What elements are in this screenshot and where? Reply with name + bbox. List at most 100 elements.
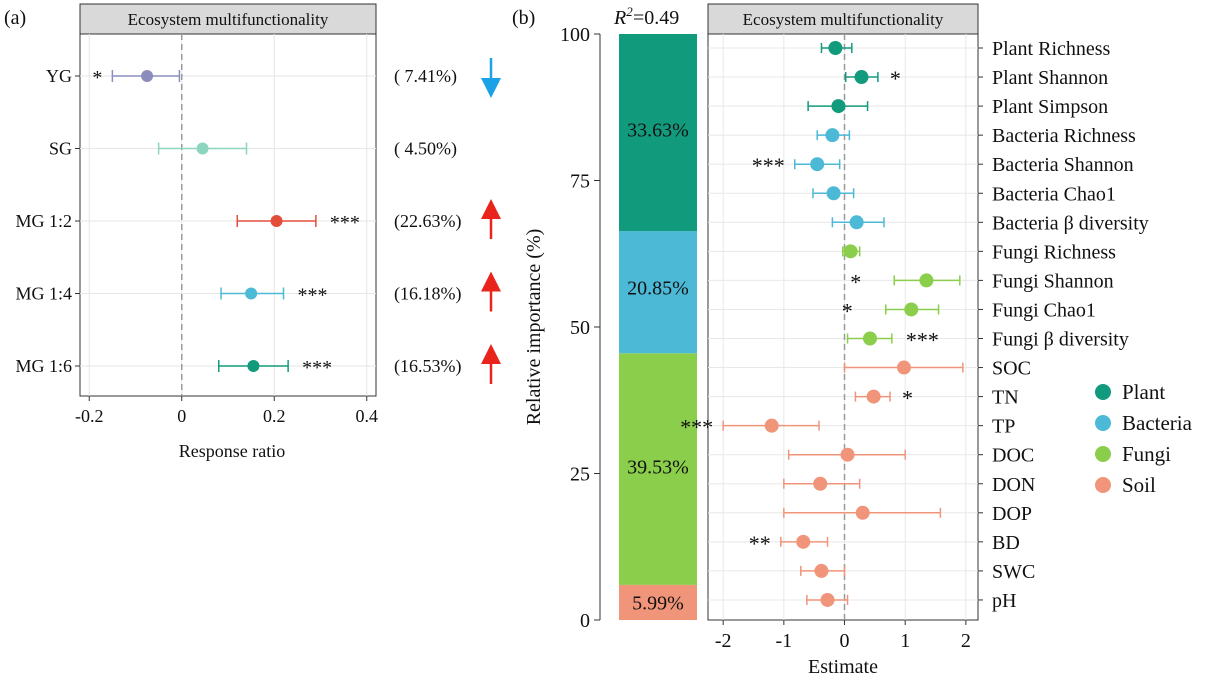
- panel-a-point-mg-1-4: [245, 287, 258, 300]
- panel-a-ytick-label-mg-1-2: MG 1:2: [15, 211, 72, 231]
- panel-a-ytick-label-sg: SG: [49, 139, 72, 159]
- bar-ytick-label: 50: [570, 317, 590, 339]
- legend-marker-fungi: [1095, 446, 1111, 462]
- legend-marker-plant: [1095, 384, 1111, 400]
- bar-ytick-label: 0: [580, 610, 590, 632]
- panel-b-point-bd: [796, 534, 811, 549]
- panel-b-point-dop: [855, 505, 870, 520]
- panel-b-point-tn: [866, 389, 881, 404]
- bar-segment-label: 39.53%: [627, 457, 689, 479]
- panel-b-point-fungi-shannon: [919, 273, 934, 288]
- panel-a-plot-area: [79, 33, 377, 397]
- bar-segment-label: 33.63%: [627, 119, 689, 141]
- panel-a-significance: ***: [298, 285, 328, 307]
- panel-b-point-bacteria-chao1: [826, 186, 841, 201]
- panel-a-strip-title: Ecosystem multifunctionality: [128, 10, 329, 29]
- panel-b-xtick-label: 2: [961, 630, 971, 652]
- bar-segment-bacteria: [619, 231, 697, 354]
- panel-b-point-plant-richness: [828, 41, 843, 55]
- panel-a-xtick-label: 0.2: [263, 406, 286, 426]
- panel-b-point-fungi-chao1: [904, 302, 919, 317]
- panel-b-marks: Plant Richness Plant Shannon * Plant Simpso…: [680, 38, 1149, 612]
- panel-b-point-plant-shannon: [854, 70, 869, 85]
- panel-a-ytick-label-mg-1-6: MG 1:6: [15, 356, 72, 376]
- panel-b-ytick-label-tp: TP: [992, 416, 1015, 438]
- panel-b-point-tp: [764, 418, 779, 433]
- panel-b-ytick-label-tn: TN: [992, 387, 1019, 409]
- panel-a-percent-label: (22.63%): [394, 211, 461, 232]
- panel-b-point-bacteria-diversity: [849, 215, 864, 230]
- panel-b-ytick-label-swc: SWC: [992, 561, 1035, 583]
- panel-b-ytick-label-plant-shannon: Plant Shannon: [992, 67, 1108, 89]
- panel-b-ytick-label-fungi-chao1: Fungi Chao1: [992, 299, 1096, 321]
- panel-b-significance: *: [850, 269, 861, 294]
- panel-b-ytick-label-bacteria-chao1: Bacteria Chao1: [992, 183, 1116, 205]
- panel-a-marks: YG * ( 7.41%) SG ( 4.50%) MG 1:2 *** (22.63%) MG…: [15, 58, 501, 384]
- panel-b-ytick-label-fungi-shannon: Fungi Shannon: [992, 270, 1114, 292]
- panel-b-ytick-label-plant-richness: Plant Richness: [992, 38, 1111, 60]
- panel-b-point-soc: [896, 360, 911, 375]
- panel-b-point-fungi-richness: [843, 244, 858, 259]
- r2-value: =0.49: [633, 7, 679, 29]
- panel-b-ytick-label-dop: DOP: [992, 503, 1032, 525]
- panel-a-xtick-label: -0.2: [75, 406, 104, 426]
- panel-b-point-doc: [840, 447, 855, 462]
- panel-b-ytick-label-plant-simpson: Plant Simpson: [992, 96, 1108, 118]
- bar-segment-label: 20.85%: [627, 278, 689, 300]
- panel-b-point-bacteria-richness: [825, 128, 840, 143]
- panel-b-point-bacteria-shannon: [810, 157, 825, 172]
- legend-label-plant: Plant: [1122, 380, 1165, 404]
- bar-ytick-label: 25: [570, 464, 590, 486]
- panel-b-xtick-label: -2: [715, 630, 732, 652]
- bar-segment-fungi: [619, 353, 697, 585]
- panel-a-strip: [79, 3, 377, 35]
- panel-b-strip-title: Ecosystem multifunctionality: [743, 10, 944, 29]
- bar-ytick-label: 100: [560, 24, 590, 46]
- stacked-bar: 5.99% 39.53% 20.85% 33.63%: [619, 34, 697, 620]
- panel-b-point-plant-simpson: [831, 99, 846, 114]
- bar-ylabel: Relative importance (%): [523, 229, 545, 426]
- panel-a-grid: -0.2 0 0.2 0.4: [75, 34, 378, 426]
- panel-b-ytick-label-doc: DOC: [992, 445, 1034, 467]
- panel-a-point-sg: [196, 142, 209, 155]
- legend: Plant Bacteria Fungi Soil: [1095, 380, 1193, 497]
- panel-b-xtick-label: 1: [900, 630, 910, 652]
- bar-ytick-label: 75: [570, 171, 590, 193]
- panel-a-label: (a): [4, 7, 26, 29]
- panel-a-percent-label: ( 7.41%): [394, 66, 457, 87]
- panel-b-significance: ***: [752, 153, 785, 178]
- panel-a-xtick-label: 0: [177, 406, 186, 426]
- r2-label: R2: [613, 4, 633, 29]
- panel-b-ytick-label-ph: pH: [992, 590, 1016, 612]
- panel-b-ytick-label-bd: BD: [992, 532, 1020, 554]
- legend-marker-bacteria: [1095, 415, 1111, 431]
- panel-a-percent-label: (16.53%): [394, 356, 461, 377]
- panel-a-point-mg-1-6: [247, 360, 260, 372]
- panel-a-point-mg-1-2: [270, 215, 283, 227]
- panel-b-ytick-label-bacteria-shannon: Bacteria Shannon: [992, 154, 1134, 176]
- panel-b-ytick-label-fungi-richness: Fungi Richness: [992, 241, 1116, 263]
- panel-a-xtick-label: 0.4: [356, 406, 379, 426]
- legend-marker-soil: [1095, 477, 1111, 493]
- panel-a-significance: ***: [330, 212, 360, 234]
- panel-b-point-don: [813, 476, 828, 491]
- panel-b-ytick-label-soc: SOC: [992, 358, 1031, 380]
- panel-b-ytick-label-bacteria-richness: Bacteria Richness: [992, 125, 1136, 147]
- panel-b-ytick-label-fungi-diversity: Fungi β diversity: [992, 329, 1129, 351]
- panel-b-xtick-label: -1: [776, 630, 793, 652]
- legend-label-soil: Soil: [1122, 473, 1156, 497]
- bar-segment-soil: [619, 584, 697, 620]
- panel-a-significance: ***: [302, 357, 332, 379]
- panel-b-significance: *: [890, 66, 901, 91]
- panel-b-significance: **: [749, 531, 771, 556]
- bar-axis: 0 25 50 75 100: [560, 24, 601, 632]
- panel-b-xlabel: Estimate: [808, 656, 878, 678]
- panel-b-point-swc: [814, 563, 829, 578]
- panel-b-plot-area: [707, 33, 979, 621]
- panel-b-significance: *: [842, 298, 853, 323]
- panel-b-xtick-label: 0: [840, 630, 850, 652]
- panel-a-point-yg: [141, 70, 154, 82]
- legend-label-bacteria: Bacteria: [1122, 411, 1193, 435]
- bar-segment-label: 5.99%: [632, 592, 684, 614]
- panel-b-label: (b): [512, 7, 535, 29]
